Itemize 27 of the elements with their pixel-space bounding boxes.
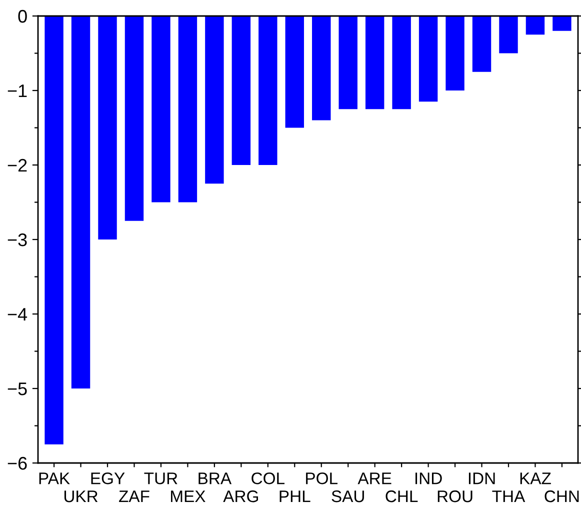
y-tick-label: −4 — [8, 308, 28, 321]
y-tick-label: −1 — [8, 84, 27, 98]
x-tick-label: SAU — [332, 490, 364, 502]
y-tick-label: −6 — [8, 456, 27, 470]
y-tick-label: −3 — [8, 233, 27, 246]
y-tick-label: −5 — [8, 382, 27, 396]
x-tick-label: ROU — [438, 490, 472, 502]
x-tick-label: EGY — [91, 472, 125, 484]
x-tick-label: PAK — [39, 472, 70, 484]
y-tick-label: −2 — [8, 158, 27, 172]
x-tick-label: ZAF — [119, 490, 150, 502]
x-tick-label: THA — [492, 490, 526, 502]
x-tick-label: PHL — [280, 490, 310, 502]
x-tick-label: KAZ — [520, 472, 551, 484]
x-tick-label: UKR — [64, 490, 98, 502]
x-tick-label: COL — [252, 472, 284, 484]
x-tick-label: BRA — [198, 472, 232, 484]
x-tick-label: TUR — [144, 472, 178, 484]
x-tick-label: CHL — [386, 490, 418, 502]
y-tick-label: 0 — [18, 10, 27, 23]
x-tick-label: ARE — [358, 472, 392, 484]
x-tick-label: IDN — [468, 472, 495, 484]
x-tick-label: ARG — [223, 490, 258, 502]
x-tick-label: POL — [306, 472, 338, 484]
x-tick-label: MEX — [171, 490, 206, 502]
x-tick-label: CHN — [544, 490, 579, 502]
x-tick-label: IND — [415, 472, 442, 484]
